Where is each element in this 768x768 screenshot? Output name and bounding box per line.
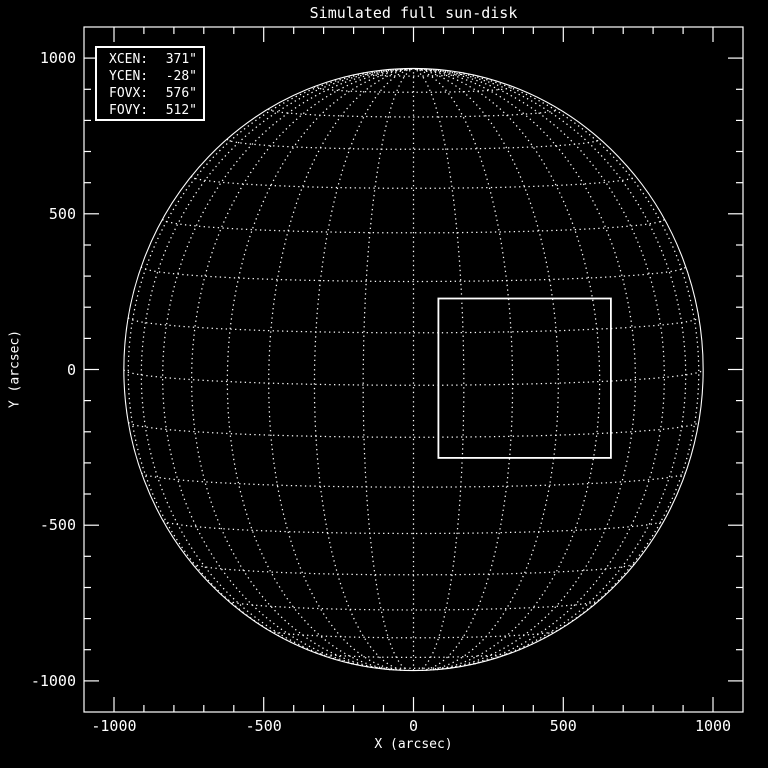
- legend-value: 371": [165, 52, 197, 67]
- solar-latitude-line: [190, 175, 637, 189]
- y-tick-label: 500: [48, 204, 76, 223]
- solar-limb: [123, 67, 704, 672]
- y-tick-label: -1000: [30, 671, 76, 690]
- legend-row-fovx: FOVX: 576": [109, 85, 197, 102]
- fov-legend-box: XCEN: 371" YCEN: -28" FOVX: 576" FOVY: 5…: [95, 46, 205, 121]
- solar-latitude-line: [268, 108, 559, 118]
- solar-meridian-line: [127, 68, 414, 651]
- x-axis-label: X (arcsec): [374, 737, 453, 752]
- solar-latitude-line: [226, 138, 601, 150]
- solar-latitude-line: [313, 85, 514, 93]
- solar-latitude-line: [127, 317, 700, 334]
- solar-meridian-line: [313, 68, 414, 672]
- legend-value: 576": [165, 86, 197, 101]
- x-tick-label: 0: [408, 717, 419, 735]
- solar-latitude-line: [128, 421, 699, 438]
- x-tick-label: 500: [549, 717, 577, 735]
- legend-row-fovy: FOVY: 512": [109, 102, 197, 119]
- solar-latitude-line: [141, 472, 686, 488]
- legend-value: 512": [165, 103, 197, 118]
- plot-title: Simulated full sun-disk: [309, 4, 518, 22]
- solar-meridian-line: [413, 68, 687, 666]
- solar-meridian-line: [161, 68, 414, 669]
- y-tick-label: 0: [66, 360, 76, 379]
- x-tick-label: -1000: [91, 717, 137, 735]
- fov-rectangle: [437, 297, 612, 459]
- legend-row-xcen: XCEN: 371": [109, 51, 197, 68]
- solar-meridian-line: [413, 68, 700, 651]
- legend-label: FOVX:: [109, 86, 149, 101]
- solar-grid: [123, 68, 704, 672]
- solar-meridian-line: [413, 68, 559, 671]
- solar-latitude-line: [140, 266, 687, 283]
- legend-row-ycen: YCEN: -28": [109, 68, 197, 85]
- legend-label: YCEN:: [109, 69, 149, 84]
- solar-meridian-line: [413, 68, 601, 671]
- legend-label: XCEN:: [109, 52, 149, 67]
- solar-latitude-line: [162, 218, 665, 234]
- solar-latitude-line: [362, 72, 465, 77]
- solar-meridian-line: [413, 68, 514, 672]
- y-tick-label: -500: [39, 516, 76, 535]
- solar-meridian-line: [413, 68, 666, 669]
- axis-ticks: [84, 27, 743, 712]
- legend-label: FOVY:: [109, 103, 149, 118]
- y-tick-label: 1000: [39, 49, 76, 68]
- solar-meridian-line: [413, 68, 637, 671]
- x-tick-label: -500: [245, 717, 282, 735]
- x-tick-label: 1000: [694, 717, 732, 735]
- legend-value: -28": [165, 69, 197, 84]
- solar-latitude-line: [192, 563, 635, 576]
- solar-meridian-line: [362, 68, 414, 672]
- solar-latitude-line: [316, 652, 511, 659]
- solar-latitude-line: [162, 520, 665, 535]
- solar-meridian-line: [190, 68, 414, 671]
- solar-meridian-line: [268, 68, 414, 671]
- solar-meridian-line: [226, 68, 414, 671]
- solar-meridian-line: [140, 68, 414, 666]
